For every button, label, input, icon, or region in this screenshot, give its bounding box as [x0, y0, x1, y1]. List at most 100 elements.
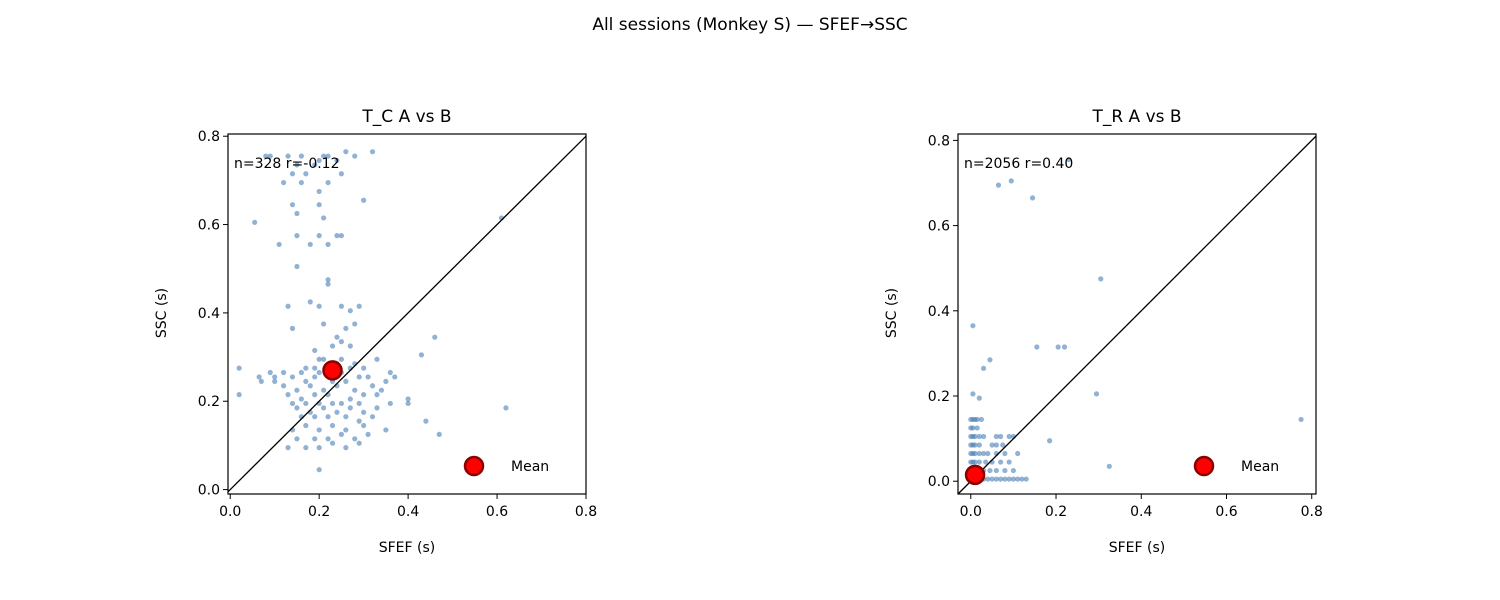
x-tick-label: 0.8: [1301, 504, 1323, 520]
data-point: [280, 179, 287, 186]
x-tick-label: 0.6: [1215, 504, 1237, 520]
data-point: [294, 405, 300, 411]
data-point: [989, 476, 995, 482]
data-point: [329, 422, 336, 429]
data-point: [998, 459, 1004, 465]
data-point: [252, 219, 258, 225]
data-point: [325, 241, 331, 248]
mean-marker: [964, 464, 986, 486]
data-point: [361, 422, 367, 429]
data-point: [316, 157, 322, 164]
panel-title: T_R A vs B: [1091, 107, 1181, 127]
data-point: [1029, 195, 1036, 201]
data-point: [436, 431, 442, 437]
data-point: [976, 450, 982, 457]
ticks-layer: 0.0 0.2 0.4 0.6 0.8 0.0 0.2 0.4 0.6 0.8: [198, 129, 597, 520]
x-axis-label: SFEF (s): [1109, 540, 1166, 556]
data-point: [1015, 450, 1021, 457]
data-point: [347, 405, 353, 411]
x-tick-label: 0.4: [397, 504, 419, 520]
data-point: [369, 383, 376, 389]
data-point: [978, 416, 985, 423]
data-point: [325, 436, 331, 442]
legend-mean-label: Mean: [1241, 459, 1279, 475]
data-point: [285, 445, 291, 451]
data-point: [343, 325, 349, 331]
data-point: [383, 378, 389, 384]
data-point: [303, 378, 309, 384]
data-point: [989, 442, 995, 448]
data-point: [1006, 459, 1012, 465]
y-tick-label: 0.4: [198, 306, 220, 322]
y-tick-label: 0.2: [928, 389, 950, 405]
data-point: [294, 387, 300, 393]
data-point: [1055, 344, 1061, 350]
data-point: [352, 436, 358, 442]
data-point: [369, 149, 376, 155]
data-point: [972, 433, 978, 440]
y-tick-label: 0.8: [198, 129, 220, 145]
data-point: [338, 400, 344, 407]
data-point: [1010, 476, 1017, 482]
data-point: [423, 418, 429, 424]
data-point: [1010, 467, 1017, 474]
data-point: [307, 241, 313, 248]
data-point: [316, 356, 322, 362]
identity-diagonal: [227, 135, 587, 493]
data-point: [352, 387, 358, 393]
data-point: [1006, 476, 1012, 482]
panel-title: T_C A vs B: [361, 107, 451, 127]
y-tick-label: 0.2: [198, 394, 220, 410]
data-point: [374, 392, 380, 398]
data-point: [338, 431, 344, 437]
data-point: [1098, 276, 1104, 282]
data-point: [432, 334, 438, 340]
data-point: [285, 303, 291, 309]
y-tick-label: 0.6: [198, 218, 220, 234]
data-point: [338, 303, 344, 309]
data-point: [343, 378, 349, 384]
data-point: [352, 321, 358, 327]
data-point: [303, 422, 309, 429]
data-point: [329, 400, 336, 407]
x-tick-label: 0.2: [308, 504, 330, 520]
y-axis-label: SSC (s): [154, 288, 170, 338]
data-point: [392, 374, 398, 380]
stats-annotation: n=328 r=-0.12: [234, 156, 340, 172]
y-tick-label: 0.6: [928, 219, 950, 235]
data-point: [316, 202, 322, 208]
data-point: [503, 405, 509, 411]
data-point: [307, 299, 313, 305]
data-point: [325, 153, 331, 159]
data-point: [294, 210, 300, 217]
y-tick-label: 0.8: [928, 133, 950, 149]
data-point: [321, 356, 327, 362]
data-point: [356, 440, 362, 446]
data-point: [325, 179, 331, 186]
data-point: [976, 395, 982, 401]
data-point: [361, 392, 367, 398]
data-point: [343, 427, 349, 433]
data-point: [289, 325, 296, 331]
data-point: [980, 365, 987, 371]
data-point: [285, 392, 291, 398]
y-tick-label: 0.4: [928, 304, 950, 320]
data-point: [325, 414, 331, 420]
data-point: [303, 365, 309, 371]
data-point: [972, 450, 978, 457]
data-point: [312, 392, 318, 398]
data-point: [325, 277, 331, 283]
data-point: [298, 396, 304, 402]
data-point: [998, 433, 1004, 440]
data-point: [338, 339, 344, 345]
data-point: [312, 436, 318, 442]
data-point: [298, 153, 304, 159]
data-point: [356, 418, 362, 424]
data-point: [338, 233, 344, 239]
x-tick-label: 0.0: [960, 504, 982, 520]
data-point: [276, 241, 282, 248]
data-point: [294, 263, 300, 270]
data-point: [980, 433, 987, 440]
data-point: [343, 414, 349, 420]
